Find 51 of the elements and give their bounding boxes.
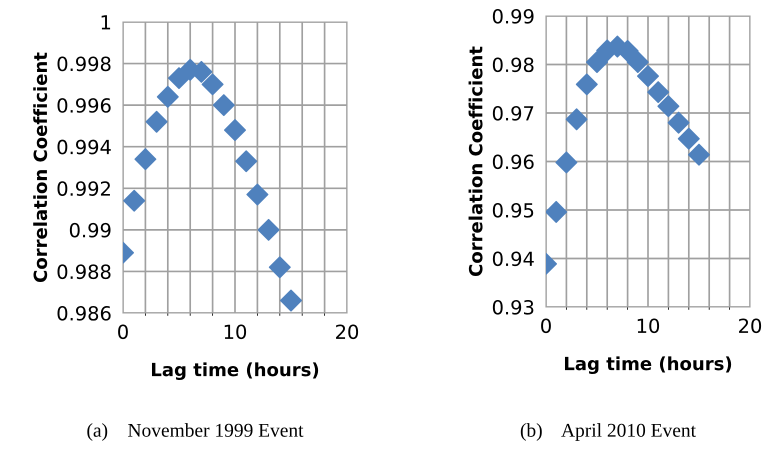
y-tick-label: 0.99	[492, 8, 534, 24]
point	[657, 95, 680, 118]
y-tick-label: 1	[102, 15, 110, 30]
point	[268, 256, 291, 278]
y-tick-label: 0.94	[492, 251, 534, 266]
point	[555, 151, 578, 174]
y-tick-label: 0.998	[58, 56, 111, 72]
point	[146, 110, 168, 133]
point	[637, 65, 659, 88]
x-tick-label: 0	[541, 318, 551, 334]
y-tick-label: 0.95	[492, 202, 534, 218]
y-tick-label: 0.98	[492, 57, 534, 72]
x-axis-title: Lag time (hours)	[152, 362, 318, 380]
point	[586, 51, 608, 74]
y-tick-label: 0.99	[70, 222, 111, 238]
point	[212, 94, 235, 116]
y-tick-label: 0.93	[492, 300, 534, 315]
y-tick-label: 0.992	[58, 181, 110, 196]
text: (a) November 1999 Event	[87, 423, 304, 441]
point	[688, 144, 710, 166]
y-tick-label: 0.996	[58, 98, 111, 113]
y-axis-title: Correlation Coefficient	[468, 46, 483, 276]
point	[156, 86, 179, 108]
y-axis-title: Correlation Coefficient	[33, 52, 48, 282]
x-axis-title: Lag time (hours)	[564, 356, 732, 374]
x-tick-label: 20	[336, 324, 358, 340]
point	[224, 119, 246, 142]
point	[134, 148, 156, 170]
point	[246, 184, 268, 206]
y-tick-label: 0.97	[492, 106, 534, 121]
y-tick-label: 0.96	[492, 154, 534, 170]
point	[566, 108, 588, 130]
x-tick-label: 0	[118, 324, 128, 340]
x-tick-label: 10	[224, 324, 246, 340]
x-tick-label: 20	[739, 318, 762, 334]
point	[235, 150, 258, 172]
y-tick-label: 0.994	[58, 140, 111, 154]
y-tick-label: 0.988	[58, 264, 111, 280]
point	[576, 73, 598, 96]
point	[123, 190, 146, 212]
x-tick-label: 10	[638, 318, 660, 334]
text: (b) April 2010 Event	[520, 423, 696, 441]
point	[626, 51, 649, 74]
point	[280, 290, 302, 312]
point	[546, 200, 568, 223]
point	[258, 218, 280, 241]
point	[678, 128, 700, 150]
point	[647, 81, 670, 104]
point	[202, 73, 224, 96]
y-tick-label: 0.986	[58, 306, 111, 321]
point	[668, 112, 690, 134]
